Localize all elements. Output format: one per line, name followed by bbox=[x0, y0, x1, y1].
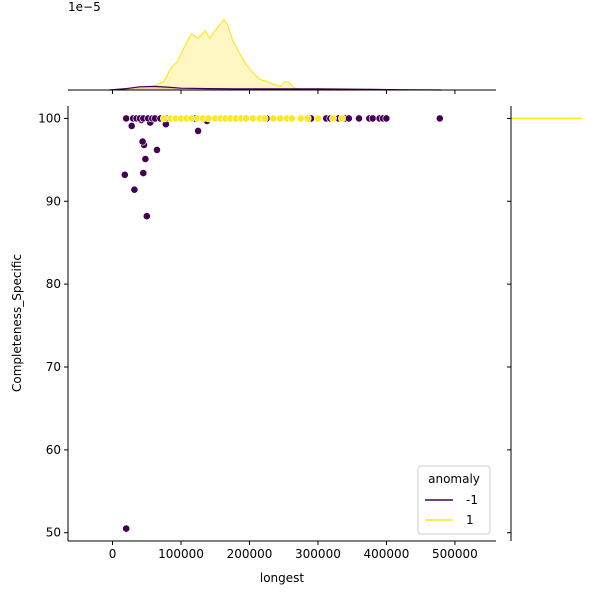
scatter-point-neg1 bbox=[120, 170, 129, 179]
scatter-point-neg1 bbox=[127, 122, 136, 130]
x-tick-label: 200000 bbox=[227, 547, 273, 561]
scatter-point-1 bbox=[187, 114, 196, 123]
scatter-point-1 bbox=[303, 114, 312, 123]
top-marginal-line-1 bbox=[109, 18, 353, 91]
scatter-point-neg1 bbox=[138, 137, 147, 146]
scatter-point-neg1 bbox=[122, 524, 131, 533]
scatter-point-neg1 bbox=[130, 185, 139, 194]
scatter-point-1 bbox=[287, 114, 296, 123]
scatter-point-neg1 bbox=[122, 114, 131, 123]
y-tick-label: 100 bbox=[38, 111, 61, 125]
y-tick-label: 90 bbox=[46, 194, 61, 208]
x-tick-label: 400000 bbox=[364, 547, 410, 561]
top-marginal-area-1 bbox=[109, 19, 353, 90]
scatter-point-1 bbox=[296, 114, 305, 123]
scatter-point-neg1 bbox=[142, 212, 151, 221]
y-tick-label: 80 bbox=[46, 277, 61, 291]
top-marginal-line-neg1 bbox=[109, 85, 442, 91]
main-plot: 0 100000 200000 300000 400000 500000 50 60 70 80… bbox=[10, 90, 496, 585]
scatter-point-1 bbox=[242, 114, 250, 123]
scatter-point-neg1 bbox=[139, 169, 148, 177]
top-marginal-area-neg1 bbox=[109, 86, 442, 90]
scatter-point-neg1 bbox=[344, 114, 353, 123]
legend-label-1: 1 bbox=[466, 513, 474, 527]
scatter-point-1 bbox=[248, 114, 257, 123]
scatter-point-neg1 bbox=[382, 114, 391, 123]
scatter-point-1 bbox=[329, 114, 337, 123]
x-tick-label: 500000 bbox=[432, 547, 478, 561]
legend-title: anomaly bbox=[428, 472, 480, 486]
y-tick-label: 60 bbox=[46, 443, 61, 457]
y-axis-label: Completeness_Specific bbox=[10, 254, 24, 392]
scatter-point-neg1 bbox=[355, 114, 363, 123]
scatter-point-neg1 bbox=[194, 126, 202, 135]
legend: anomaly -1 1 bbox=[417, 465, 491, 535]
x-tick-label: 300000 bbox=[295, 547, 341, 561]
scatter-point-1 bbox=[276, 114, 285, 123]
scatter-point-1 bbox=[314, 114, 322, 123]
scatter-point-1 bbox=[159, 114, 168, 123]
y-tick-label: 50 bbox=[46, 526, 61, 540]
top-marginal-offset-label: 1e−5 bbox=[68, 0, 101, 14]
scatter-point-neg1 bbox=[435, 114, 444, 123]
scatter-point-neg1 bbox=[141, 155, 150, 163]
right-marginal bbox=[507, 106, 582, 541]
scatter-point-1 bbox=[337, 114, 346, 123]
scatter-point-1 bbox=[204, 114, 213, 123]
scatter-point-1 bbox=[260, 114, 269, 123]
top-marginal: 1e−5 bbox=[68, 0, 496, 91]
x-tick-label: 0 bbox=[109, 547, 117, 561]
scatter-point-neg1 bbox=[368, 114, 377, 123]
scatter-point-1 bbox=[269, 114, 278, 123]
y-tick-label: 70 bbox=[46, 360, 61, 374]
x-axis-label: longest bbox=[260, 571, 305, 585]
scatter-point-neg1 bbox=[153, 145, 161, 154]
x-tick-label: 100000 bbox=[158, 547, 204, 561]
legend-label-neg1: -1 bbox=[466, 493, 478, 507]
legend-box bbox=[417, 465, 491, 535]
